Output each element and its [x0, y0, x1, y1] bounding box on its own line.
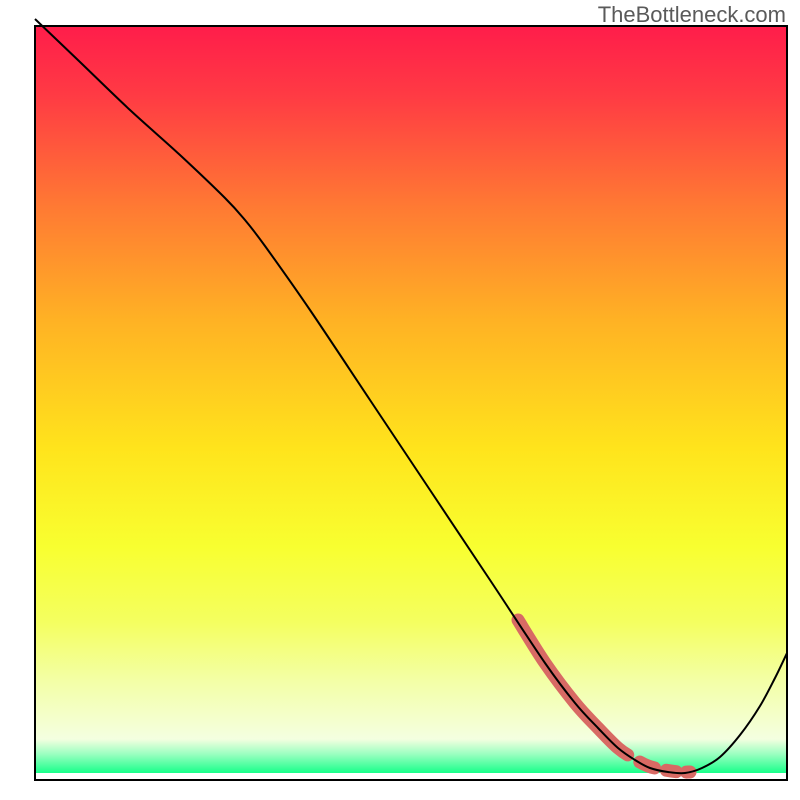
bottleneck-chart: TheBottleneck.com: [0, 0, 800, 800]
gradient-band: [35, 19, 787, 773]
chart-svg: [0, 0, 800, 800]
watermark-text: TheBottleneck.com: [598, 2, 786, 28]
gradient-band-group: [35, 19, 787, 773]
